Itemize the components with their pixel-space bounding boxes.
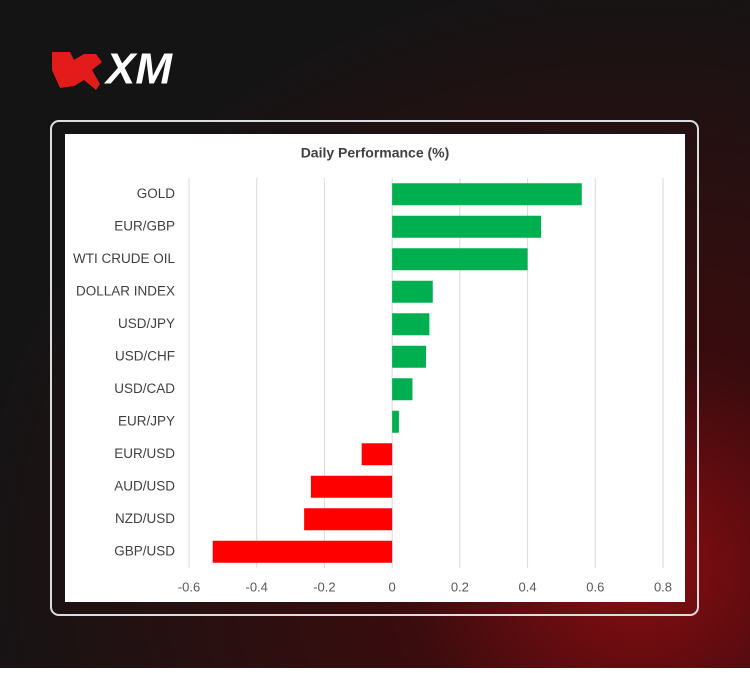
- x-tick-label: -0.6: [178, 579, 200, 594]
- y-tick-label: EUR/GBP: [114, 218, 175, 233]
- chart-panel: [65, 134, 685, 602]
- bar: [212, 540, 393, 563]
- bar: [392, 280, 433, 303]
- bar: [310, 475, 393, 498]
- y-tick-label: USD/CAD: [114, 381, 175, 396]
- bar: [392, 215, 542, 238]
- logo-text: XM: [103, 45, 173, 94]
- x-tick-label: 0.4: [519, 579, 537, 594]
- y-tick-label: USD/CHF: [115, 348, 175, 363]
- y-tick-label: DOLLAR INDEX: [76, 283, 175, 298]
- y-tick-label: GBP/USD: [114, 543, 175, 558]
- x-tick-label: -0.4: [246, 579, 268, 594]
- y-tick-label: USD/JPY: [118, 316, 175, 331]
- x-tick-label: 0.2: [451, 579, 469, 594]
- y-tick-label: WTI CRUDE OIL: [73, 251, 175, 266]
- bar: [392, 378, 413, 401]
- y-tick-label: EUR/USD: [114, 446, 175, 461]
- y-tick-label: EUR/JPY: [118, 413, 175, 428]
- frame: [50, 120, 699, 616]
- logo-icon: [52, 52, 102, 90]
- bar: [392, 248, 528, 271]
- bar: [392, 313, 430, 336]
- bar: [392, 410, 399, 433]
- bar: [361, 443, 393, 466]
- bar: [392, 183, 582, 206]
- y-tick-label: GOLD: [137, 186, 176, 201]
- bar: [304, 508, 393, 531]
- y-tick-label: NZD/USD: [115, 511, 175, 526]
- x-tick-label: 0: [389, 579, 396, 594]
- x-tick-label: -0.2: [313, 579, 335, 594]
- y-tick-label: AUD/USD: [114, 478, 175, 493]
- x-tick-label: 0.8: [654, 579, 672, 594]
- x-tick-label: 0.6: [586, 579, 604, 594]
- bar: [392, 345, 426, 368]
- chart-title: Daily Performance (%): [301, 145, 450, 161]
